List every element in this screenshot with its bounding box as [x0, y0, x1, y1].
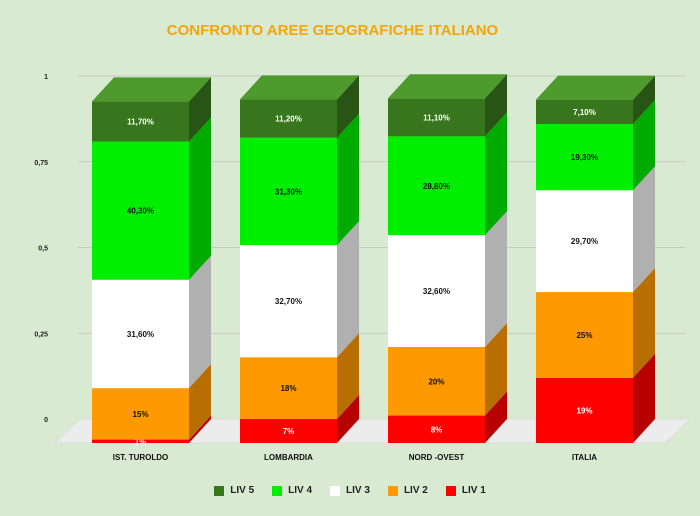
- bar-side-liv-4: [633, 100, 655, 191]
- bar-side-liv-1: [337, 394, 359, 443]
- bar-side-liv-4: [337, 113, 359, 246]
- bar-side-liv-1: [485, 391, 507, 443]
- y-tick-label: 0,5: [38, 246, 48, 253]
- data-label: 8%: [431, 425, 443, 434]
- bar-side-liv-3: [485, 211, 507, 347]
- bar-top: [388, 74, 507, 99]
- data-label: 19,30%: [571, 153, 598, 162]
- data-label: 7%: [283, 427, 295, 436]
- x-tick-label: IST. TUROLDO: [113, 453, 169, 462]
- data-label: 31,60%: [127, 330, 154, 339]
- bar-liv-4: [92, 141, 189, 280]
- bar-liv-4: [536, 124, 633, 191]
- legend-label: LIV 2: [403, 485, 428, 496]
- bar-liv-2: [92, 388, 189, 440]
- x-tick-label: LOMBARDIA: [264, 453, 313, 462]
- data-label: 28,80%: [423, 182, 450, 191]
- bar-liv-3: [536, 190, 633, 293]
- chart-title: CONFRONTO AREE GEOGRAFICHE ITALIANO: [166, 22, 499, 39]
- bar-liv-5: [92, 101, 189, 142]
- y-tick-label: 1: [44, 74, 48, 81]
- bar-side-liv-5: [485, 74, 507, 137]
- legend-item: LIV 2: [387, 485, 428, 496]
- bar-liv-4: [240, 137, 337, 246]
- legend-label: LIV 1: [461, 485, 486, 496]
- data-label: 11,10%: [423, 113, 450, 122]
- data-label: 31,30%: [275, 187, 302, 196]
- bar-side-liv-1: [189, 415, 211, 443]
- data-label: 18%: [280, 384, 296, 393]
- bar-liv-5: [240, 99, 337, 138]
- bar-side-liv-2: [485, 322, 507, 416]
- data-label: 1%: [135, 437, 147, 446]
- data-label: 7,10%: [573, 108, 596, 117]
- bar-liv-2: [388, 346, 485, 416]
- legend-item: LIV 4: [272, 485, 312, 496]
- data-label: 32,60%: [423, 287, 450, 296]
- bar-side-liv-5: [337, 75, 359, 138]
- bar-side-liv-4: [485, 112, 507, 236]
- bar-liv-3: [92, 279, 189, 389]
- x-tick-label: NORD -OVEST: [409, 453, 465, 462]
- data-label: 20%: [428, 377, 444, 386]
- bar-top: [536, 75, 655, 100]
- bar-side-liv-2: [633, 268, 655, 378]
- bar-liv-2: [536, 292, 633, 378]
- bar-top: [92, 77, 211, 102]
- legend-swatch: [445, 485, 456, 496]
- data-label: 19%: [576, 406, 592, 415]
- bar-liv-1: [92, 439, 189, 443]
- legend: LIV 5 LIV 4 LIV 3 LIV 2 LIV 1: [0, 485, 700, 496]
- bar-side-liv-5: [189, 77, 211, 142]
- bar-liv-1: [536, 377, 633, 443]
- data-label: 40,30%: [127, 207, 154, 216]
- data-label: 15%: [132, 410, 148, 419]
- legend-item: LIV 3: [330, 485, 370, 496]
- bar-liv-4: [388, 136, 485, 236]
- bar-side-liv-3: [633, 166, 655, 293]
- bar-liv-3: [388, 235, 485, 347]
- bar-liv-3: [240, 245, 337, 358]
- legend-label: LIV 5: [230, 485, 255, 496]
- legend-swatch: [214, 485, 225, 496]
- legend-label: LIV 3: [346, 485, 370, 496]
- bar-side-liv-5: [633, 75, 655, 125]
- bar-liv-1: [388, 415, 485, 443]
- y-tick-label: 0: [44, 417, 48, 424]
- bar-side-liv-4: [189, 117, 211, 280]
- data-label: 11,20%: [275, 115, 302, 124]
- legend-item: LIV 1: [445, 485, 486, 496]
- bar-liv-2: [240, 357, 337, 419]
- legend-label: LIV 4: [288, 485, 313, 496]
- legend-item: LIV 5: [214, 485, 254, 496]
- y-tick-label: 0,75: [34, 160, 48, 167]
- data-label: 32,70%: [275, 297, 302, 306]
- bar-side-liv-2: [189, 364, 211, 440]
- bar-side-liv-3: [189, 255, 211, 389]
- data-label: 25%: [576, 331, 592, 340]
- y-tick-label: 0,25: [34, 331, 48, 338]
- legend-swatch: [272, 485, 283, 496]
- x-tick-label: ITALIA: [572, 453, 597, 462]
- bar-liv-5: [536, 99, 633, 125]
- legend-swatch: [387, 485, 398, 496]
- data-label: 29,70%: [571, 237, 598, 246]
- bar-liv-5: [388, 98, 485, 137]
- bar-top: [240, 75, 359, 100]
- bar-side-liv-2: [337, 333, 359, 419]
- bar-liv-1: [240, 418, 337, 443]
- data-label: 11,70%: [127, 117, 154, 126]
- bar-side-liv-1: [633, 353, 655, 443]
- bar-side-liv-3: [337, 221, 359, 358]
- legend-swatch: [330, 485, 341, 496]
